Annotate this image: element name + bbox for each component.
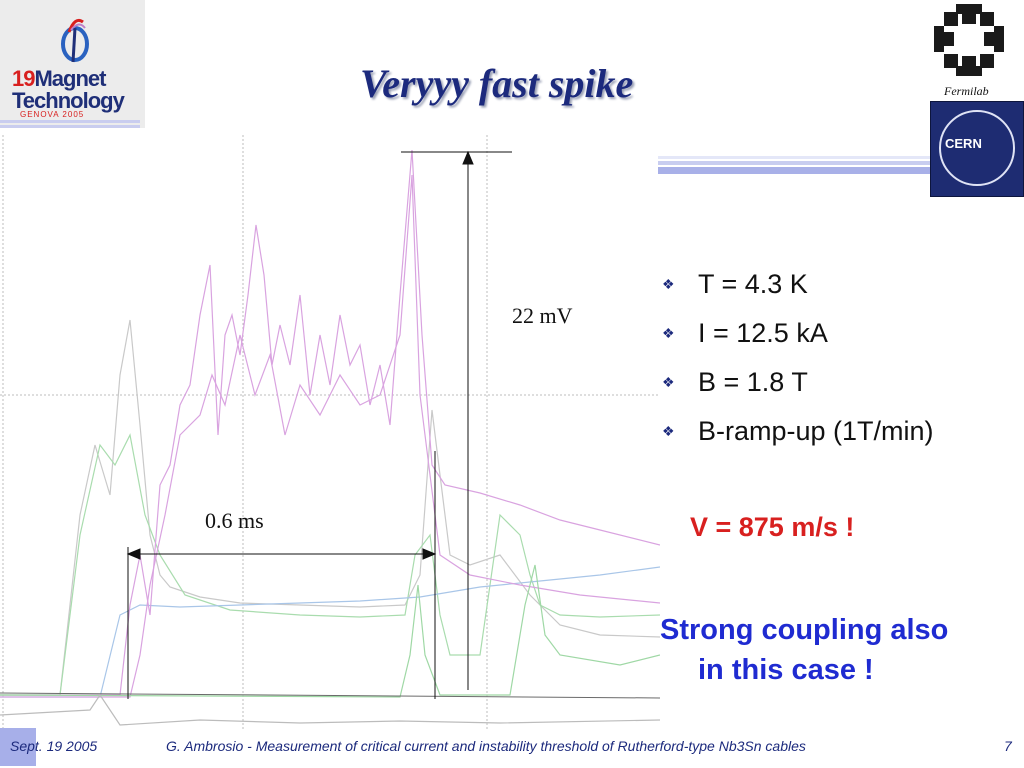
cern-logo: CERN	[930, 101, 1024, 197]
fermilab-label: Fermilab	[944, 84, 989, 98]
voltage-arrowhead	[462, 150, 474, 165]
list-item: ❖ I = 12.5 kA	[662, 315, 934, 364]
diamond-bullet-icon: ❖	[662, 325, 675, 341]
diamond-bullet-icon: ❖	[662, 374, 675, 390]
bullet-text: B = 1.8 T	[698, 367, 808, 397]
trace-blue	[0, 566, 660, 698]
footer-marker	[0, 728, 36, 766]
trace-green	[0, 433, 660, 696]
torch-icon	[61, 18, 89, 63]
page-number: 7	[1004, 738, 1012, 754]
trace-pink	[0, 149, 660, 696]
voltage-label: 22 mV	[512, 303, 573, 328]
header-rule	[658, 156, 930, 174]
footer-credit: G. Ambrosio - Measurement of critical cu…	[166, 738, 806, 754]
trace-green-2	[0, 564, 660, 698]
footer-date: Sept. 19 2005	[10, 738, 98, 754]
logo-stripes	[0, 120, 140, 134]
diamond-bullet-icon: ❖	[662, 276, 675, 292]
trace-pink-2	[0, 174, 660, 698]
cern-ring-icon	[939, 110, 1015, 186]
fermilab-logo-icon	[934, 4, 1004, 76]
conclusion-line2: in this case !	[698, 654, 874, 686]
conference-name-line1: 19Magnet	[12, 66, 106, 91]
velocity-result: V = 875 m/s !	[690, 512, 855, 542]
trace-gray	[0, 319, 660, 696]
list-item: ❖ B-ramp-up (1T/min)	[662, 413, 934, 462]
time-label: 0.6 ms	[205, 508, 264, 533]
trace-dark	[0, 692, 660, 699]
list-item: ❖ B = 1.8 T	[662, 364, 934, 413]
oscilloscope-plot: 22 mV 0.6 ms	[0, 135, 660, 730]
bullet-text: I = 12.5 kA	[698, 318, 828, 348]
bullet-text: B-ramp-up (1T/min)	[698, 416, 934, 446]
conclusion-line1: Strong coupling also	[660, 614, 949, 646]
bullet-text: T = 4.3 K	[698, 269, 808, 299]
conference-name-line2: Technology	[12, 88, 125, 113]
conditions-list: ❖ T = 4.3 K ❖ I = 12.5 kA ❖ B = 1.8 T ❖ B-ra…	[662, 266, 934, 462]
cern-label: CERN	[945, 136, 982, 151]
conclusion-text: Strong coupling also in this case !	[660, 610, 1020, 690]
conference-logo: 19Magnet Technology GENOVA 2005	[0, 0, 145, 128]
trace-low-gray	[0, 693, 660, 726]
slide-title: Veryyy fast spike	[360, 61, 634, 106]
conference-location: GENOVA 2005	[20, 110, 85, 119]
list-item: ❖ T = 4.3 K	[662, 266, 934, 315]
plot-grid	[0, 135, 660, 730]
time-arrowhead-left	[126, 548, 141, 560]
time-arrowhead-right	[422, 548, 437, 560]
slide-footer: Sept. 19 2005 G. Ambrosio - Measurement …	[0, 728, 1024, 768]
diamond-bullet-icon: ❖	[662, 423, 675, 439]
